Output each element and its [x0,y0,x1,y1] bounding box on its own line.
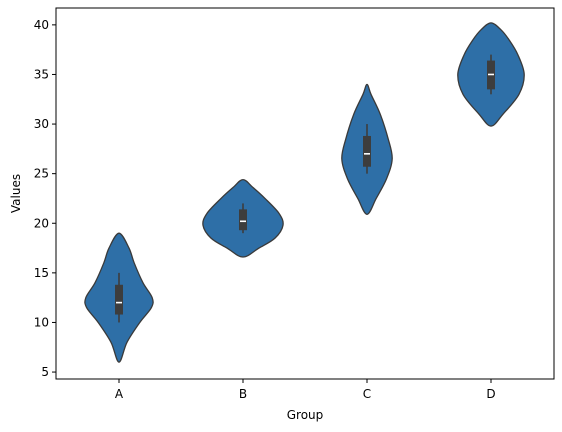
x-axis: A B C D [115,379,496,401]
y-tick-label: 25 [34,167,49,181]
violin-group-C [341,83,393,215]
y-axis-label: Values [9,174,23,213]
y-tick-label: 35 [34,67,49,81]
y-tick-label: 5 [41,365,49,379]
x-tick-label: C [363,387,371,401]
iqr-box [239,209,247,231]
x-tick-label: A [115,387,124,401]
y-axis: 5 10 15 20 25 30 35 40 [34,18,56,379]
x-tick-label: D [486,387,495,401]
y-tick-label: 10 [34,315,49,329]
plot-frame [55,7,555,380]
iqr-box [363,135,371,167]
violin-group-D [457,22,525,127]
x-tick-label: B [239,387,247,401]
y-tick-label: 15 [34,266,49,280]
y-tick-label: 20 [34,216,49,230]
y-tick-label: 40 [34,18,49,32]
violin-group-A [84,232,154,363]
y-tick-label: 30 [34,117,49,131]
iqr-box [115,284,123,315]
violin-layer [84,22,525,363]
x-axis-label: Group [287,408,324,422]
violin-group-B [202,178,284,258]
